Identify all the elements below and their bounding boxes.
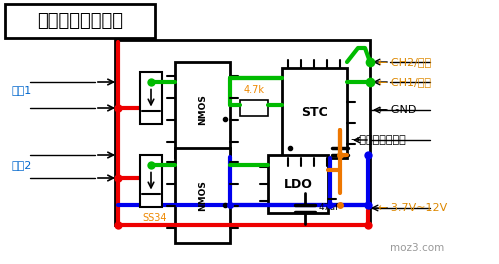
Text: 电机1: 电机1: [12, 85, 32, 95]
Bar: [268, 155, 328, 213]
Text: SS34: SS34: [142, 213, 167, 223]
Bar: [175, 148, 230, 243]
Text: 电机2: 电机2: [12, 160, 32, 170]
Text: →低电平禁止混控: →低电平禁止混控: [350, 135, 406, 145]
Text: NMOS: NMOS: [198, 94, 207, 125]
Text: moz3.com: moz3.com: [390, 243, 444, 253]
Bar: [140, 72, 162, 124]
Bar: [240, 100, 268, 116]
Text: 47uf: 47uf: [319, 204, 339, 213]
Text: ← CH2/转向: ← CH2/转向: [378, 57, 431, 67]
Text: 萝丽双路单向电调: 萝丽双路单向电调: [37, 12, 123, 30]
Bar: [282, 68, 347, 158]
Bar: [115, 40, 370, 225]
Text: ← GND: ← GND: [378, 105, 416, 115]
Text: 4.7k: 4.7k: [244, 85, 264, 95]
Text: NMOS: NMOS: [198, 180, 207, 211]
Text: STC: STC: [301, 106, 328, 120]
Text: LDO: LDO: [283, 177, 312, 191]
Bar: [5, 4, 155, 38]
Text: ← 3.7V~12V: ← 3.7V~12V: [378, 203, 447, 213]
Text: ← CH1/前后: ← CH1/前后: [378, 77, 431, 87]
Bar: [140, 155, 162, 207]
Bar: [175, 62, 230, 157]
